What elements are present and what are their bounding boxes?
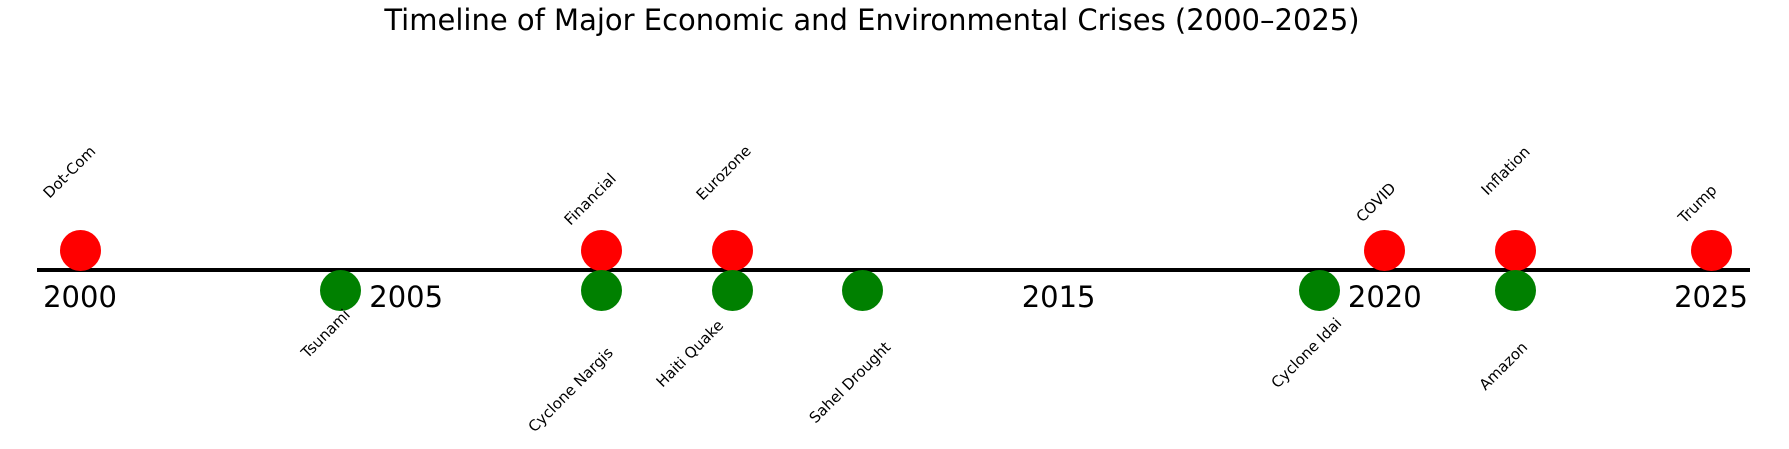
event-dot-haiti-quake [711, 269, 753, 311]
event-dot-cyclone-nargis [581, 269, 623, 311]
event-dot-trump [1690, 229, 1732, 271]
event-label-eurozone: Eurozone [693, 141, 756, 204]
timeline-axis-line [37, 268, 1750, 272]
x-tick-label-2020: 2020 [1347, 280, 1422, 314]
event-label-cyclone-idai: Cyclone Idai [1267, 313, 1345, 392]
event-dot-cyclone-idai [1299, 269, 1341, 311]
event-dot-covid [1364, 229, 1406, 271]
event-label-financial: Financial [560, 169, 620, 229]
event-dot-tsunami [320, 269, 362, 311]
event-label-amazon: Amazon [1475, 337, 1532, 394]
x-tick-label-2025: 2025 [1674, 280, 1748, 314]
chart-title: Timeline of Major Economic and Environme… [384, 3, 1360, 37]
event-dot-eurozone [711, 229, 753, 271]
event-dot-inflation [1494, 229, 1536, 271]
event-label-covid: COVID [1352, 178, 1400, 226]
x-tick-label-2000: 2000 [43, 280, 117, 314]
event-dot-financial [581, 229, 623, 271]
x-tick-label-2005: 2005 [369, 280, 444, 314]
event-label-haiti-quake: Haiti Quake [653, 315, 728, 391]
x-tick-label-2015: 2015 [1021, 280, 1096, 314]
event-label-tsunami: Tsunami [297, 305, 354, 362]
event-dot-dot-com [59, 229, 101, 271]
event-dot-sahel-drought [842, 269, 884, 311]
event-label-dot-com: Dot-Com [39, 141, 100, 202]
event-label-sahel-drought: Sahel Drought [805, 337, 895, 427]
event-label-inflation: Inflation [1477, 142, 1534, 199]
event-label-trump: Trump [1674, 180, 1721, 227]
event-dot-amazon [1494, 269, 1536, 311]
event-label-cyclone-nargis: Cyclone Nargis [524, 343, 617, 436]
